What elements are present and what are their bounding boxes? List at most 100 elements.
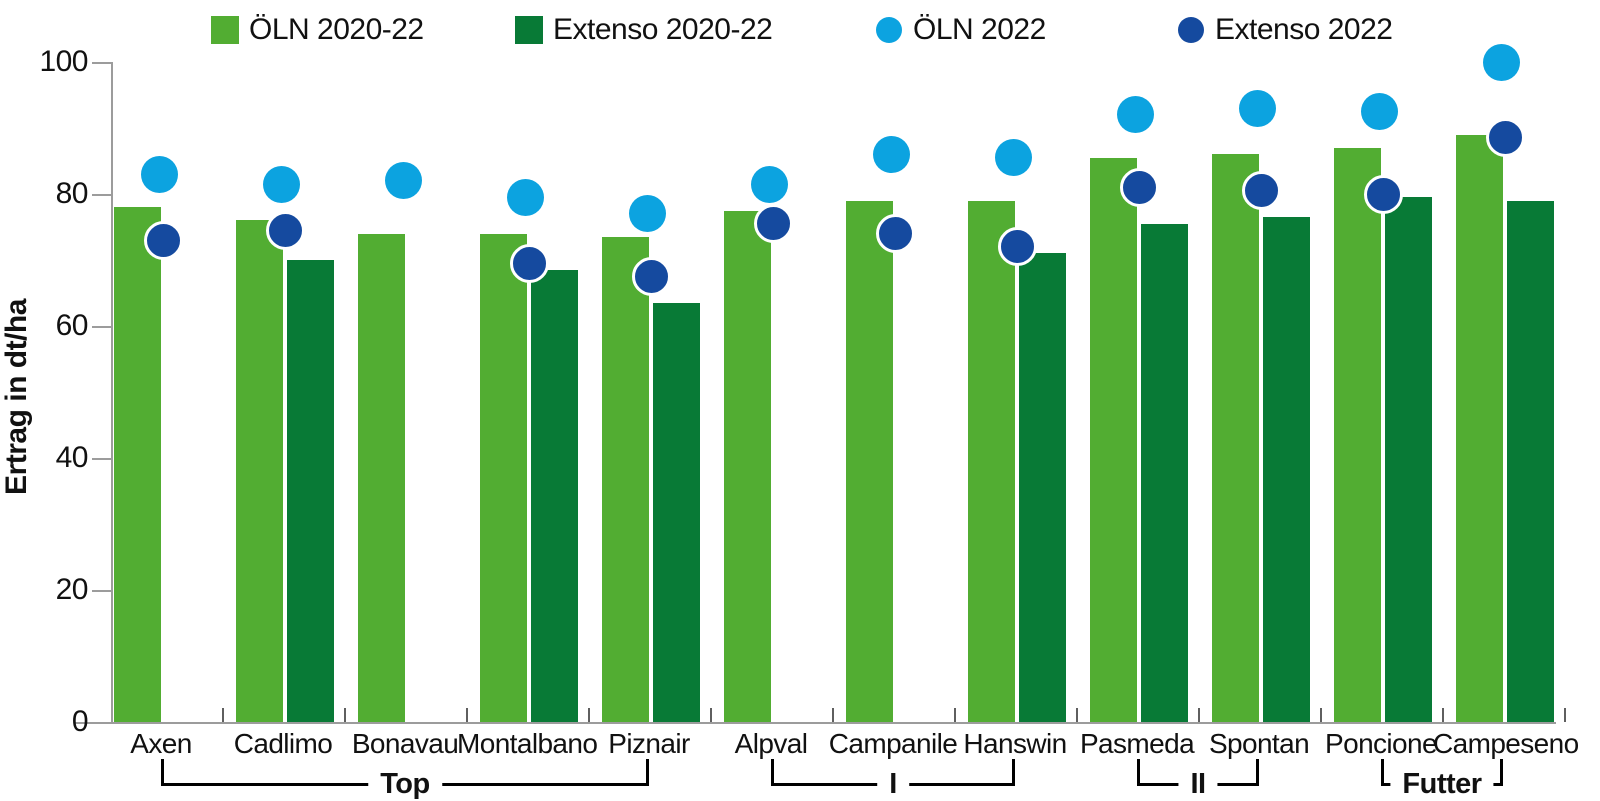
category-label-poncione: Poncione	[1325, 728, 1438, 759]
point-extenso-2022-cadlimo	[265, 210, 305, 250]
category-separator-tick	[710, 708, 712, 722]
category-label-montalbano: Montalbano	[457, 728, 598, 759]
category-label-bonavau: Bonavau	[351, 728, 459, 759]
legend-item-label: Extenso 2022	[1215, 13, 1393, 46]
legend-item-label: ÖLN 2022	[913, 13, 1046, 46]
bar-extenso-2020-22-campeseno	[1507, 200, 1554, 722]
bar-ln-2020-22-cadlimo	[236, 220, 283, 722]
bar-extenso-2020-22-pasmeda	[1141, 223, 1188, 722]
y-axis-tick	[92, 722, 113, 724]
point-ln-2022-hanswin	[994, 139, 1032, 177]
category-separator-tick	[1320, 708, 1322, 722]
y-axis-tick	[92, 326, 113, 328]
group-bracket-end-tick	[1256, 759, 1259, 786]
bar-ln-2020-22-hanswin	[968, 200, 1015, 722]
group-bracket-end-tick	[161, 759, 164, 786]
bar-extenso-2020-22-montalbano	[531, 269, 578, 722]
group-label-i: I	[877, 768, 909, 801]
legend-circle-swatch-icon	[1178, 17, 1204, 43]
point-ln-2022-montalbano	[506, 178, 544, 216]
group-bracket-end-tick	[646, 759, 649, 786]
legend-circle-swatch-icon	[876, 17, 902, 43]
bar-ln-2020-22-piznair	[602, 236, 649, 722]
group-bracket-end-tick	[1381, 759, 1384, 786]
point-extenso-2022-hanswin	[997, 227, 1037, 267]
group-label-futter: Futter	[1390, 768, 1494, 801]
point-extenso-2022-alpval	[753, 204, 793, 244]
bar-extenso-2020-22-poncione	[1385, 197, 1432, 722]
legend-square-swatch-icon	[515, 16, 543, 44]
point-extenso-2022-axen	[143, 220, 183, 260]
y-axis-tick-label: 80	[55, 177, 89, 210]
point-ln-2022-poncione	[1360, 93, 1398, 130]
bar-ln-2020-22-campanile	[846, 200, 893, 722]
point-extenso-2022-piznair	[631, 257, 671, 296]
category-label-pasmeda: Pasmeda	[1079, 728, 1195, 759]
bar-extenso-2020-22-spontan	[1263, 217, 1310, 722]
y-axis-tick	[92, 590, 113, 592]
category-separator-tick	[1198, 708, 1200, 722]
category-label-piznair: Piznair	[608, 728, 690, 759]
group-label-ii: II	[1178, 768, 1218, 801]
legend-item-label: Extenso 2020-22	[553, 13, 773, 46]
group-bracket-end-tick	[1012, 759, 1015, 786]
category-separator-tick	[1564, 708, 1566, 722]
group-bracket-end-tick	[1137, 759, 1140, 786]
category-separator-tick	[222, 708, 224, 722]
category-separator-tick	[832, 708, 834, 722]
y-axis-title: Ertrag in dt/ha	[0, 299, 33, 495]
bar-ln-2020-22-montalbano	[480, 233, 527, 722]
x-axis-line	[75, 722, 1556, 724]
y-axis-tick-label: 0	[71, 705, 89, 738]
bar-extenso-2020-22-piznair	[653, 302, 700, 722]
point-ln-2022-cadlimo	[262, 165, 300, 203]
point-ln-2022-bonavau	[384, 162, 422, 200]
y-axis-tick	[92, 194, 113, 196]
category-label-cadlimo: Cadlimo	[233, 728, 333, 759]
group-label-top: Top	[368, 768, 442, 801]
point-ln-2022-spontan	[1238, 89, 1276, 127]
bar-ln-2020-22-alpval	[724, 210, 771, 722]
group-bracket-end-tick	[1500, 759, 1503, 786]
category-label-campanile: Campanile	[828, 728, 958, 759]
category-separator-tick	[954, 708, 956, 722]
bar-ln-2020-22-campeseno	[1456, 134, 1503, 722]
category-separator-tick	[1442, 708, 1444, 722]
point-extenso-2022-pasmeda	[1119, 167, 1159, 207]
bar-ln-2020-22-bonavau	[358, 233, 405, 722]
category-label-alpval: Alpval	[734, 728, 808, 759]
bar-ln-2020-22-poncione	[1334, 147, 1381, 722]
bar-extenso-2020-22-hanswin	[1019, 253, 1066, 722]
point-extenso-2022-spontan	[1241, 171, 1281, 211]
y-axis-line	[111, 62, 113, 724]
category-separator-tick	[466, 708, 468, 722]
point-extenso-2022-poncione	[1363, 174, 1403, 214]
bar-ln-2020-22-spontan	[1212, 154, 1259, 722]
point-ln-2022-campanile	[872, 135, 910, 173]
bar-ln-2020-22-pasmeda	[1090, 157, 1137, 722]
category-separator-tick	[344, 708, 346, 722]
point-ln-2022-alpval	[750, 165, 788, 203]
point-ln-2022-pasmeda	[1116, 96, 1154, 134]
point-extenso-2022-campeseno	[1485, 118, 1525, 158]
category-label-hanswin: Hanswin	[963, 728, 1067, 759]
category-label-campeseno: Campeseno	[1433, 728, 1579, 759]
y-axis-tick	[92, 62, 113, 64]
point-ln-2022-axen	[140, 155, 178, 193]
group-bracket-end-tick	[771, 759, 774, 786]
y-axis-tick-label: 20	[55, 573, 89, 606]
y-axis-tick-label: 60	[55, 309, 89, 342]
category-separator-tick	[588, 708, 590, 722]
point-extenso-2022-campanile	[875, 214, 915, 254]
category-label-spontan: Spontan	[1208, 728, 1310, 759]
bar-ln-2020-22-axen	[114, 207, 161, 722]
y-axis-tick-label: 100	[39, 45, 88, 78]
y-axis-tick-label: 40	[55, 441, 89, 474]
category-label-axen: Axen	[130, 728, 192, 759]
point-ln-2022-campeseno	[1482, 43, 1520, 81]
point-extenso-2022-montalbano	[509, 243, 549, 283]
legend-square-swatch-icon	[211, 16, 239, 44]
legend-item-label: ÖLN 2020-22	[249, 13, 424, 46]
category-separator-tick	[1076, 708, 1078, 722]
